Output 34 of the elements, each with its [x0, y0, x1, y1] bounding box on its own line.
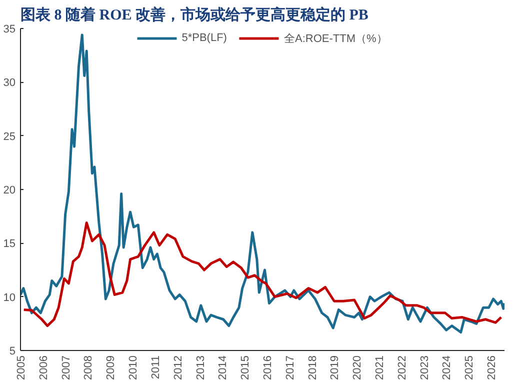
y-tick-label: 35 [3, 24, 16, 36]
x-tick-label: 2022 [396, 355, 408, 380]
x-tick-label: 2005 [16, 355, 28, 380]
y-tick-label: 25 [3, 130, 16, 143]
x-tick-label: 2014 [217, 355, 230, 380]
line-series [20, 34, 504, 334]
y-tick-label: 15 [3, 238, 16, 250]
x-tick-label: 2018 [306, 355, 319, 380]
x-tick-label: 2008 [82, 355, 95, 380]
x-tick-label: 2019 [329, 355, 342, 380]
x-tick-label: 2024 [441, 355, 454, 380]
legend-label: 5*PB(LF) [182, 32, 227, 44]
x-tick-label: 2023 [418, 355, 431, 380]
x-tick-label: 2015 [240, 355, 252, 380]
x-tick-label: 2009 [105, 355, 118, 380]
y-tick-label: 20 [3, 184, 16, 196]
x-tick-label: 2013 [194, 355, 207, 380]
line-series [22, 222, 502, 328]
x-tick-label: 2026 [486, 355, 498, 380]
x-tick-label: 2012 [172, 355, 184, 380]
x-tick-label: 2025 [464, 355, 476, 380]
x-tick-label: 2010 [128, 355, 140, 380]
chart-title: 图表 8 随着 ROE 改善，市场或给予更高更稳定的 PB [20, 6, 368, 24]
y-tick-label: 5 [9, 346, 16, 358]
x-tick-label: 2021 [374, 355, 386, 380]
x-tick-label: 2007 [60, 355, 72, 380]
y-tick-label: 30 [3, 77, 16, 90]
x-tick-label: 2016 [262, 355, 274, 380]
x-tick-label: 2006 [38, 355, 50, 380]
x-tick-label: 2020 [352, 355, 364, 380]
y-tick-label: 10 [3, 292, 16, 304]
x-tick-label: 2017 [284, 355, 296, 380]
legend-label: 全A:ROE-TTM（%） [284, 32, 388, 46]
x-tick-label: 2011 [150, 356, 162, 380]
